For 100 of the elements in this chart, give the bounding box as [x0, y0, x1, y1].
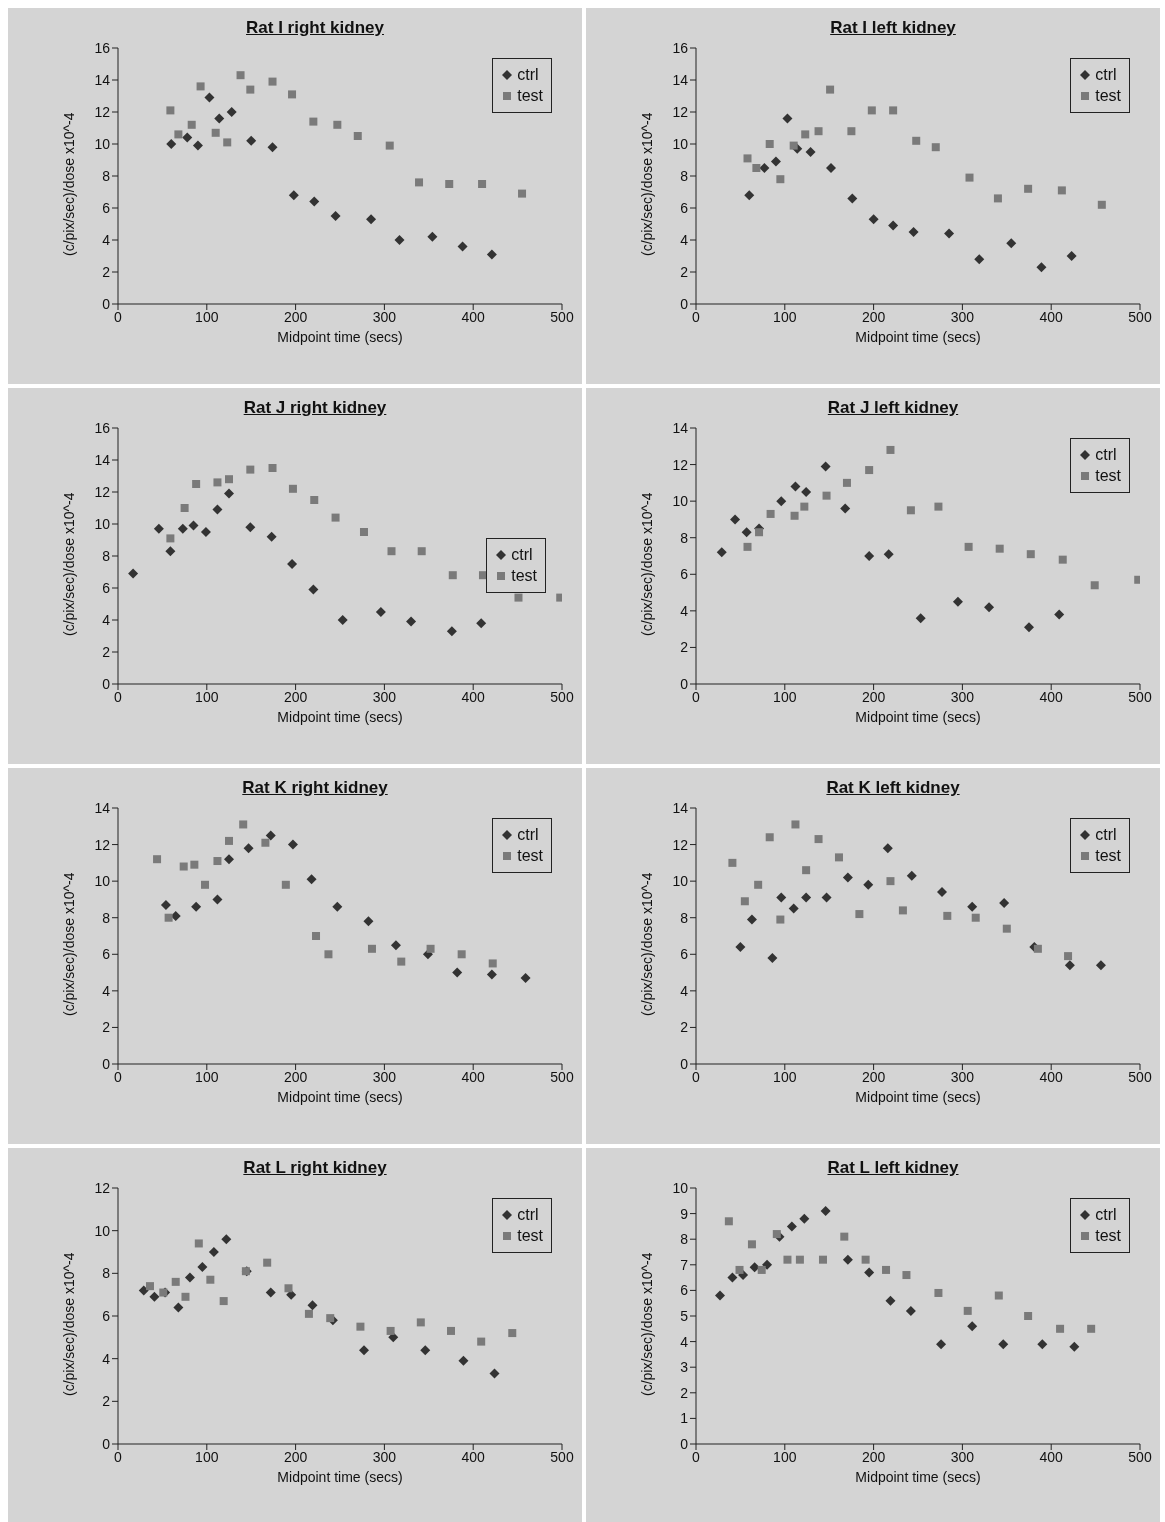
- x-tick-label: 100: [773, 308, 797, 325]
- y-tick-label: 8: [680, 529, 689, 546]
- y-tick-label: 2: [680, 639, 689, 656]
- x-tick-label: 300: [372, 1068, 397, 1085]
- y-tick-label: 0: [680, 1055, 689, 1072]
- x-tick-label: 100: [195, 308, 219, 325]
- x-axis-title: Midpoint time (secs): [855, 329, 981, 345]
- x-tick-label: 100: [195, 1068, 219, 1085]
- y-tick-label: 8: [102, 909, 111, 926]
- y-axis-title: (c/pix/sec)/dose x10^-4: [638, 872, 655, 1016]
- y-tick-label: 6: [102, 579, 111, 596]
- chart-title: Rat L right kidney: [242, 1158, 388, 1178]
- x-tick-label: 300: [950, 308, 975, 325]
- y-tick-label: 2: [102, 263, 111, 280]
- y-tick-label: 10: [672, 873, 689, 890]
- y-tick-label: 4: [680, 602, 689, 619]
- y-tick-label: 6: [680, 566, 689, 583]
- legend-label: test: [1095, 467, 1121, 485]
- legend-label: test: [1095, 847, 1121, 865]
- x-axis-title: Midpoint time (secs): [277, 1469, 403, 1485]
- x-tick-label: 400: [1039, 308, 1064, 325]
- x-tick-label: 0: [692, 688, 701, 705]
- y-axis-title: (c/pix/sec)/dose x10^-4: [60, 1252, 77, 1396]
- x-tick-label: 500: [550, 1448, 574, 1465]
- chart-title: Rat J left kidney: [826, 398, 960, 418]
- legend-label: ctrl: [511, 546, 533, 564]
- x-tick-label: 200: [861, 1068, 886, 1085]
- y-tick-label: 6: [102, 946, 111, 963]
- y-tick-label: 8: [102, 547, 111, 564]
- y-axis-title: (c/pix/sec)/dose x10^-4: [60, 872, 77, 1016]
- y-tick-label: 14: [672, 799, 689, 816]
- y-tick-label: 2: [102, 1393, 111, 1410]
- legend-label: test: [1095, 1227, 1121, 1245]
- y-axis-title: (c/pix/sec)/dose x10^-4: [60, 492, 77, 636]
- y-tick-label: 0: [680, 1435, 689, 1452]
- x-axis-title: Midpoint time (secs): [855, 709, 981, 725]
- x-tick-label: 100: [195, 688, 219, 705]
- y-tick-label: 8: [102, 167, 111, 184]
- chart-title: Rat J right kidney: [242, 398, 388, 418]
- y-tick-label: 8: [680, 909, 689, 926]
- y-tick-label: 10: [94, 873, 111, 890]
- y-axis-title: (c/pix/sec)/dose x10^-4: [638, 492, 655, 636]
- x-tick-label: 0: [114, 308, 123, 325]
- y-tick-label: 16: [94, 419, 111, 436]
- y-tick-label: 2: [102, 643, 111, 660]
- y-tick-label: 16: [94, 39, 111, 56]
- x-tick-label: 300: [950, 688, 975, 705]
- y-tick-label: 12: [672, 456, 689, 473]
- legend-label: test: [517, 87, 543, 105]
- y-tick-label: 5: [680, 1307, 689, 1324]
- x-tick-label: 300: [372, 308, 397, 325]
- legend-label: ctrl: [517, 1206, 539, 1224]
- y-tick-label: 6: [680, 946, 689, 963]
- x-tick-label: 200: [861, 308, 886, 325]
- y-tick-label: 2: [680, 263, 689, 280]
- x-tick-label: 200: [283, 1068, 308, 1085]
- x-tick-label: 500: [1128, 1068, 1152, 1085]
- x-axis-title: Midpoint time (secs): [277, 709, 403, 725]
- y-tick-label: 12: [94, 1179, 111, 1196]
- x-tick-label: 400: [461, 1068, 486, 1085]
- y-tick-label: 2: [680, 1384, 689, 1401]
- x-tick-label: 0: [692, 1448, 701, 1465]
- y-tick-label: 4: [102, 231, 111, 248]
- y-tick-label: 2: [680, 1019, 689, 1036]
- y-tick-label: 12: [672, 103, 689, 120]
- y-tick-label: 4: [102, 982, 111, 999]
- y-tick-label: 1: [680, 1410, 689, 1427]
- y-tick-label: 9: [680, 1205, 689, 1222]
- y-tick-label: 10: [672, 135, 689, 152]
- x-tick-label: 200: [861, 688, 886, 705]
- y-tick-label: 14: [672, 419, 689, 436]
- legend-label: ctrl: [517, 66, 539, 84]
- legend-label: ctrl: [1095, 446, 1117, 464]
- y-tick-label: 0: [102, 675, 111, 692]
- y-tick-label: 6: [102, 199, 111, 216]
- x-tick-label: 500: [550, 1068, 574, 1085]
- y-tick-label: 3: [680, 1359, 689, 1376]
- legend-label: test: [517, 847, 543, 865]
- y-tick-label: 0: [102, 1055, 111, 1072]
- x-tick-label: 0: [114, 688, 123, 705]
- legend-label: ctrl: [1095, 66, 1117, 84]
- y-tick-label: 0: [102, 295, 111, 312]
- x-tick-label: 200: [861, 1448, 886, 1465]
- y-tick-label: 4: [102, 1350, 111, 1367]
- y-tick-label: 12: [94, 483, 111, 500]
- x-tick-label: 400: [461, 308, 486, 325]
- y-axis-title: (c/pix/sec)/dose x10^-4: [638, 1252, 655, 1396]
- chart-title: Rat K left kidney: [825, 778, 961, 798]
- y-tick-label: 6: [680, 199, 689, 216]
- y-tick-label: 8: [680, 1231, 689, 1248]
- x-tick-label: 0: [692, 308, 701, 325]
- x-axis-title: Midpoint time (secs): [277, 1089, 403, 1105]
- y-tick-label: 12: [94, 103, 111, 120]
- y-tick-label: 14: [94, 799, 111, 816]
- x-tick-label: 400: [1039, 1068, 1064, 1085]
- chart-title: Rat L left kidney: [826, 1158, 960, 1178]
- x-tick-label: 500: [550, 308, 574, 325]
- x-axis-title: Midpoint time (secs): [855, 1469, 981, 1485]
- y-tick-label: 7: [680, 1256, 689, 1273]
- y-axis-title: (c/pix/sec)/dose x10^-4: [60, 112, 77, 256]
